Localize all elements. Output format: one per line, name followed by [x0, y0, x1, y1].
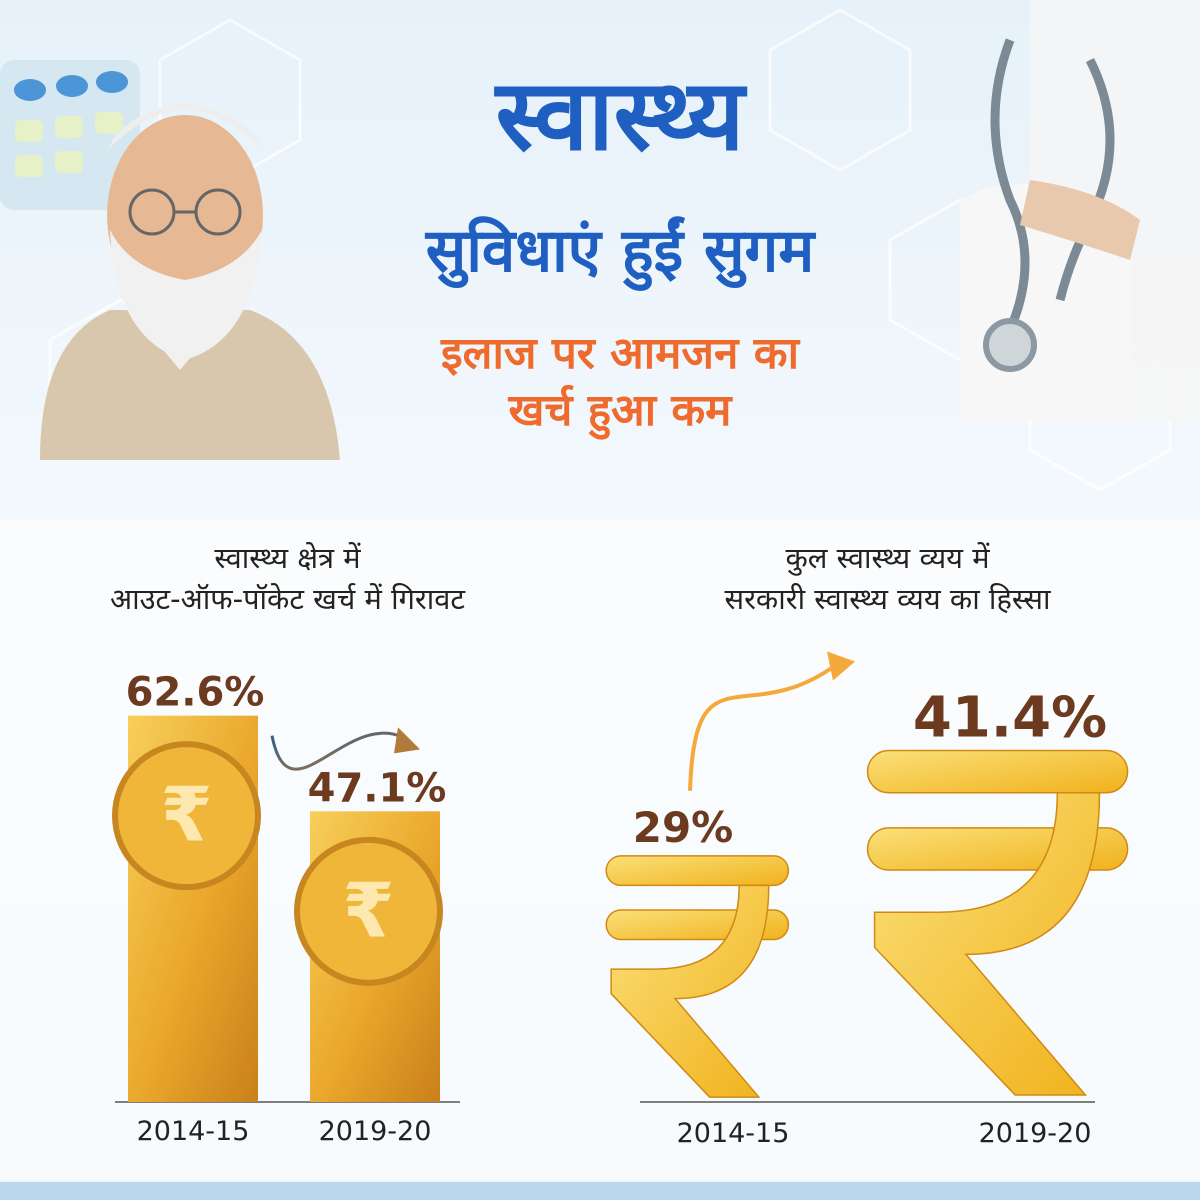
data-label: 29%	[633, 803, 734, 852]
chart-title: कुल स्वास्थ्य व्यय में सरकारी स्वास्थ्य …	[575, 538, 1200, 619]
page-title: स्वास्थ्य	[495, 59, 745, 173]
portrait-photo	[40, 102, 340, 460]
rupee-stem	[873, 791, 1101, 1096]
stethoscope-doctor-image	[960, 0, 1200, 420]
chart-title-line-1: कुल स्वास्थ्य व्यय में	[785, 541, 990, 575]
data-label: 62.6%	[126, 670, 265, 716]
chart-title-line-1: स्वास्थ्य क्षेत्र में	[214, 541, 361, 575]
rupee-icon: ₹	[160, 771, 212, 859]
tagline: इलाज पर आमजन का खर्च हुआ कम	[320, 325, 920, 439]
chart-panel-out-of-pocket: स्वास्थ्य क्षेत्र में आउट-ऑफ-पॉकेट खर्च …	[0, 520, 575, 1180]
rupee-chart-govt-share: 29% 2014-15 41.4% 2019-20	[605, 651, 1129, 1149]
footer-strip	[0, 1182, 1200, 1200]
rupee-symbol-icon	[605, 855, 790, 1098]
x-tick-label: 2019-20	[319, 1116, 432, 1147]
tagline-line-2: खर्च हुआ कम	[508, 385, 732, 437]
bar-chart-out-of-pocket: ₹62.6% 2014-15 ₹47.1% 2019-20	[112, 670, 460, 1147]
bar: ₹	[294, 811, 443, 1102]
arrow-head-icon	[394, 727, 420, 754]
data-label: 47.1%	[308, 765, 447, 811]
chart-panel-govt-share: कुल स्वास्थ्य व्यय में सरकारी स्वास्थ्य …	[575, 520, 1200, 1180]
tagline-line-1: इलाज पर आमजन का	[441, 328, 799, 379]
medicine-strip-image	[0, 60, 140, 210]
trend-arrow	[270, 731, 411, 771]
chart-title-line-2: आउट-ऑफ-पॉकेट खर्च में गिरावट	[109, 581, 466, 616]
page-subtitle: सुविधाएं हुईं सुगम	[425, 216, 815, 286]
chart-title-line-2: सरकारी स्वास्थ्य व्यय का हिस्सा	[724, 581, 1051, 616]
rupee-bar	[605, 855, 790, 887]
bar: ₹	[112, 715, 261, 1102]
rupee-symbol-icon	[866, 749, 1129, 1096]
chart-title: स्वास्थ्य क्षेत्र में आउट-ऑफ-पॉकेट खर्च …	[0, 538, 575, 619]
rupee-stem	[610, 884, 770, 1098]
rupee-bar	[866, 749, 1129, 794]
trend-arrow	[688, 663, 837, 791]
data-label: 41.4%	[913, 686, 1107, 751]
x-tick-label: 2014-15	[137, 1116, 250, 1147]
arrow-head-icon	[827, 651, 855, 681]
coin-icon	[294, 836, 443, 986]
rupee-icon: ₹	[342, 866, 394, 954]
coin-icon	[112, 741, 261, 891]
x-tick-label: 2019-20	[979, 1118, 1092, 1149]
x-tick-label: 2014-15	[677, 1118, 790, 1149]
